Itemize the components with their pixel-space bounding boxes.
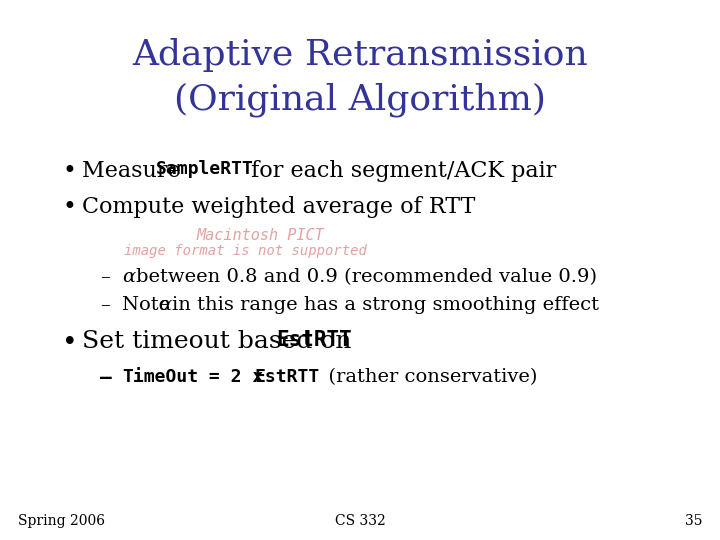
Text: Measure: Measure xyxy=(82,160,188,182)
Text: –: – xyxy=(100,368,112,387)
Text: –: – xyxy=(100,268,109,286)
Text: CS 332: CS 332 xyxy=(335,514,385,528)
Text: •: • xyxy=(62,330,78,355)
Text: for each segment/ACK pair: for each segment/ACK pair xyxy=(244,160,557,182)
Text: –: – xyxy=(100,296,109,314)
Text: image format is not supported: image format is not supported xyxy=(124,244,366,258)
Text: Spring 2006: Spring 2006 xyxy=(18,514,105,528)
Text: = 2 x: = 2 x xyxy=(198,368,274,386)
Text: (rather conservative): (rather conservative) xyxy=(316,368,537,386)
Text: •: • xyxy=(62,160,76,183)
Text: 35: 35 xyxy=(685,514,702,528)
Text: Note: Note xyxy=(122,296,176,314)
Text: Adaptive Retransmission: Adaptive Retransmission xyxy=(132,38,588,72)
Text: TimeOut: TimeOut xyxy=(122,368,198,386)
Text: Macintosh PICT: Macintosh PICT xyxy=(196,228,324,243)
Text: Compute weighted average of RTT: Compute weighted average of RTT xyxy=(82,196,475,218)
Text: EstRTT: EstRTT xyxy=(276,330,352,350)
Text: •: • xyxy=(62,196,76,219)
Text: α: α xyxy=(122,268,135,286)
Text: in this range has a strong smoothing effect: in this range has a strong smoothing eff… xyxy=(172,296,599,314)
Text: EstRTT: EstRTT xyxy=(254,368,319,386)
Text: α: α xyxy=(158,296,171,314)
Text: (Original Algorithm): (Original Algorithm) xyxy=(174,82,546,117)
Text: Set timeout based on: Set timeout based on xyxy=(82,330,359,353)
Text: between 0.8 and 0.9 (recommended value 0.9): between 0.8 and 0.9 (recommended value 0… xyxy=(136,268,597,286)
Text: SampleRTT: SampleRTT xyxy=(156,160,254,178)
